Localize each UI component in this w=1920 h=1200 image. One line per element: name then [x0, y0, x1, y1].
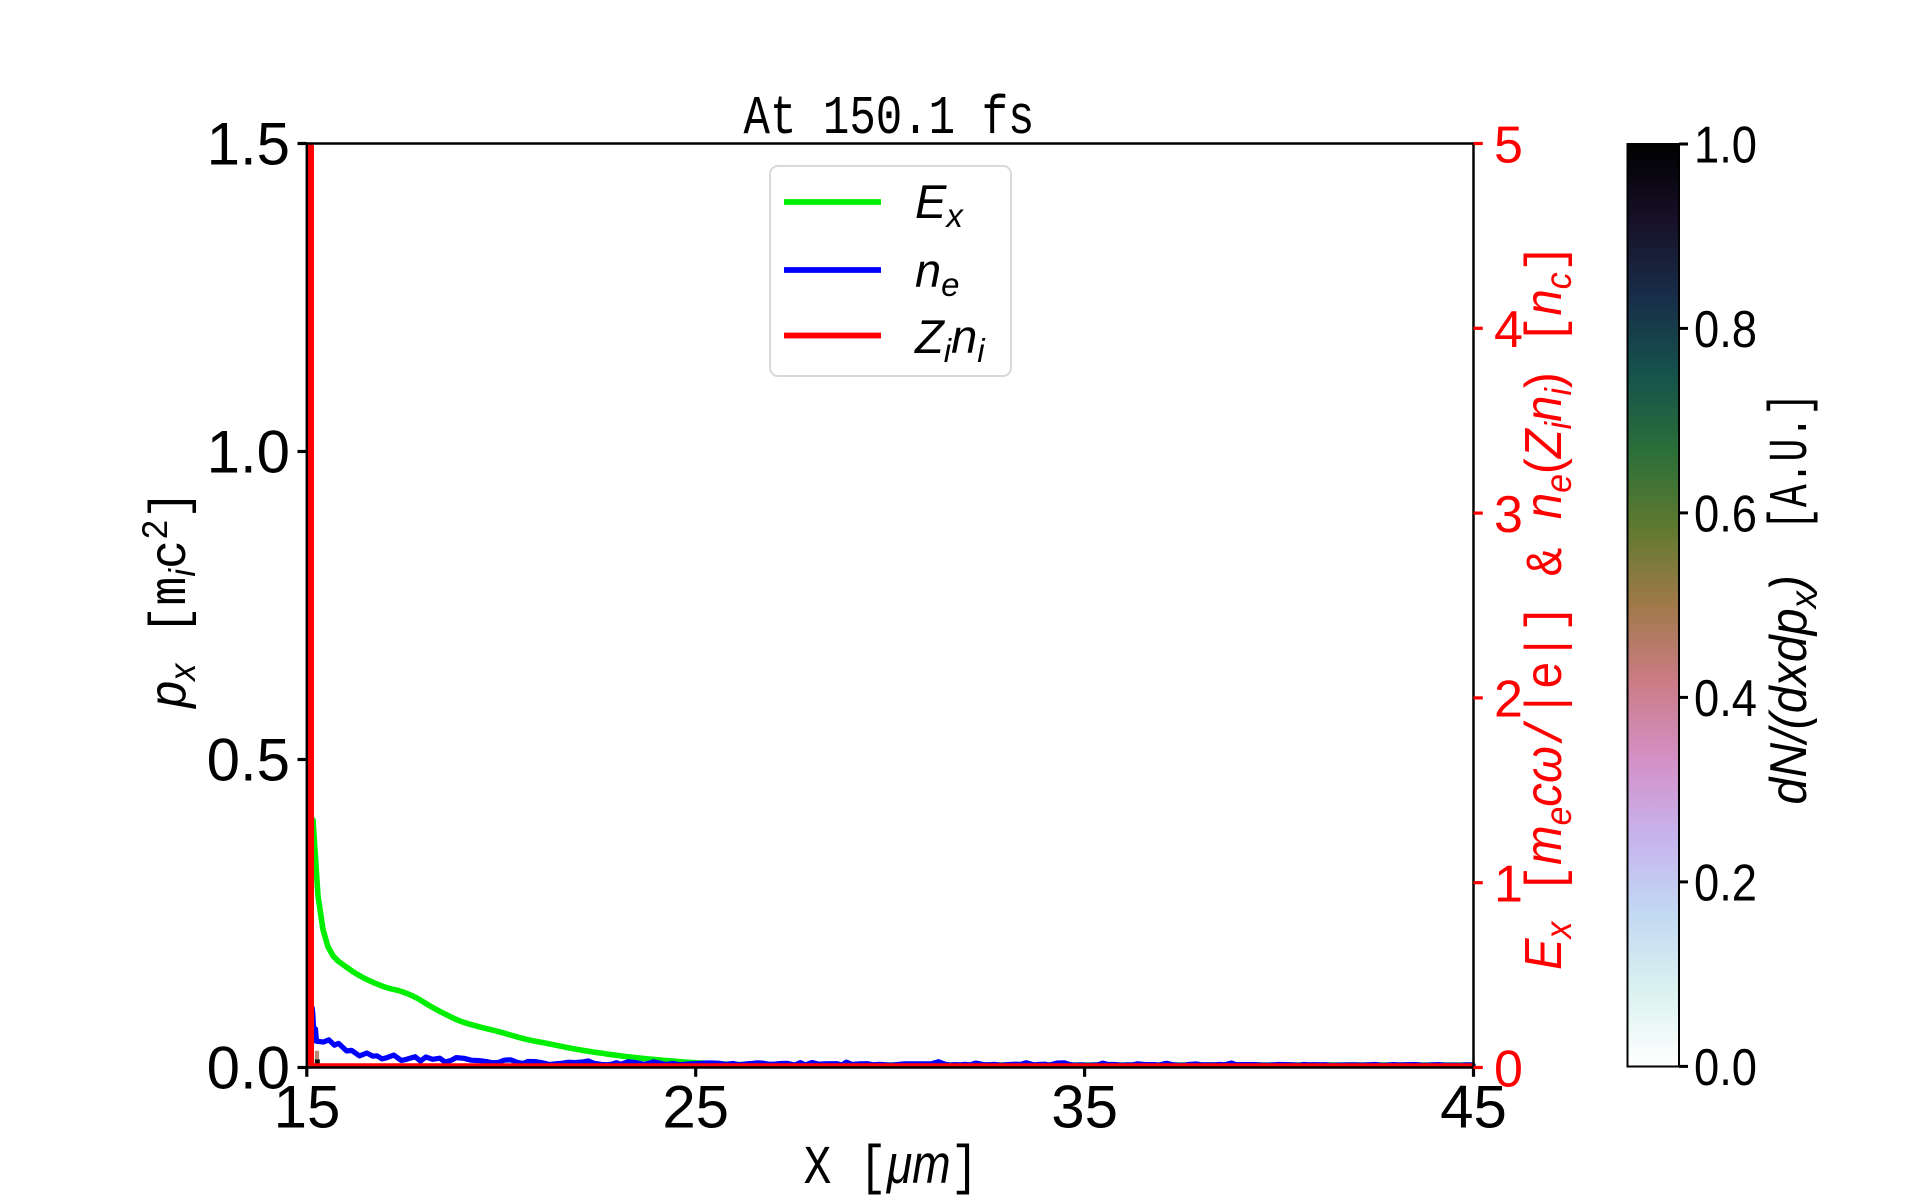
- svg-text:2: 2: [1494, 671, 1523, 729]
- svg-text:0: 0: [1494, 1040, 1523, 1098]
- svg-text:0.0: 0.0: [207, 1035, 290, 1102]
- svg-text:[A.U.]: [A.U.]: [1762, 393, 1823, 530]
- svg-text:Ex [mecω/|e|] & ne(Zini) [nc]: Ex [mecω/|e|] & ne(Zini) [nc]: [1514, 244, 1579, 970]
- svg-text:25: 25: [662, 1074, 729, 1141]
- svg-text:1.5: 1.5: [207, 111, 290, 178]
- svg-text:3: 3: [1494, 486, 1523, 544]
- svg-text:45: 45: [1440, 1074, 1507, 1141]
- svg-text:At 150.1 fs: At 150.1 fs: [744, 89, 1035, 150]
- svg-text:0.4: 0.4: [1694, 670, 1757, 728]
- svg-text:5: 5: [1494, 116, 1523, 174]
- svg-text:0.2: 0.2: [1694, 854, 1757, 912]
- svg-text:35: 35: [1051, 1074, 1118, 1141]
- svg-text:X [μm]: X [μm]: [804, 1133, 979, 1200]
- svg-text:1: 1: [1494, 856, 1523, 914]
- svg-text:px [mic2]: px [mic2]: [136, 490, 203, 709]
- svg-text:15: 15: [274, 1074, 341, 1141]
- svg-text:1.0: 1.0: [207, 419, 290, 486]
- svg-text:0.8: 0.8: [1694, 301, 1757, 359]
- svg-text:4: 4: [1494, 301, 1523, 359]
- svg-text:dN/(dxdpx): dN/(dxdpx): [1759, 575, 1824, 805]
- svg-text:0.6: 0.6: [1694, 485, 1757, 543]
- svg-text:1.0: 1.0: [1694, 117, 1757, 175]
- svg-text:0.0: 0.0: [1694, 1039, 1757, 1097]
- svg-text:Zini: Zini: [914, 310, 986, 369]
- svg-text:0.5: 0.5: [207, 727, 290, 794]
